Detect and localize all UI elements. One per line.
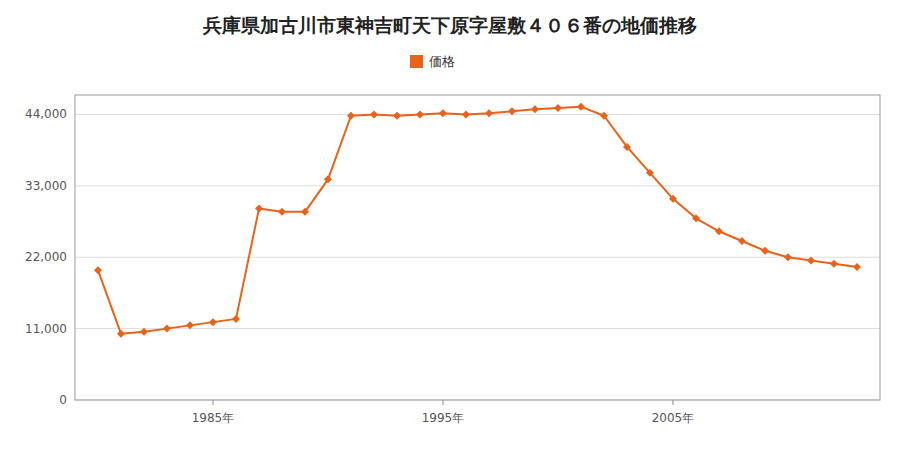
series-marker <box>209 318 217 326</box>
series-marker <box>738 237 746 245</box>
grid-line <box>75 257 880 258</box>
y-grid: 0 11,000 22,000 33,000 44,000 <box>25 107 880 407</box>
series-marker <box>117 330 125 338</box>
x-tick <box>673 400 674 405</box>
series-marker <box>278 208 286 216</box>
series-marker <box>646 169 654 177</box>
legend-swatch <box>410 55 423 68</box>
title: 兵庫県加古川市東神吉町天下原字屋敷４０６番の地価推移 <box>202 14 697 36</box>
series-marker <box>462 110 470 118</box>
plot-area <box>94 103 861 338</box>
series-marker <box>853 263 861 271</box>
series-marker <box>485 109 493 117</box>
grid-line <box>75 328 880 329</box>
legend: 価格 <box>410 54 455 69</box>
series-marker <box>692 214 700 222</box>
series-marker <box>669 195 677 203</box>
x-tick-label: 1985年 <box>192 411 235 425</box>
series-marker <box>600 112 608 120</box>
series-marker <box>508 107 516 115</box>
series-marker <box>623 143 631 151</box>
series-marker <box>439 109 447 117</box>
series-marker <box>715 227 723 235</box>
series-marker <box>830 260 838 268</box>
series-marker <box>761 247 769 255</box>
x-tick-label: 2005年 <box>652 411 695 425</box>
x-tick <box>213 400 214 405</box>
series-marker <box>255 205 263 213</box>
series-marker <box>94 266 102 274</box>
series-marker <box>784 253 792 261</box>
series-marker <box>232 315 240 323</box>
y-tick-label: 22,000 <box>25 250 67 264</box>
series-marker <box>324 175 332 183</box>
x-tick-label: 1995年 <box>422 411 465 425</box>
series-marker <box>370 110 378 118</box>
series-marker <box>416 110 424 118</box>
series-marker <box>531 105 539 113</box>
series-marker <box>554 104 562 112</box>
plot-frame <box>75 95 880 400</box>
series-marker <box>140 328 148 336</box>
legend-label: 価格 <box>429 54 455 69</box>
series-marker <box>393 112 401 120</box>
series-marker <box>577 103 585 111</box>
series-marker <box>807 256 815 264</box>
y-tick-label: 33,000 <box>25 179 67 193</box>
y-tick-label: 0 <box>59 393 67 407</box>
y-tick-label: 11,000 <box>25 322 67 336</box>
y-tick-label: 44,000 <box>25 107 67 121</box>
chart: 兵庫県加古川市東神吉町天下原字屋敷４０６番の地価推移 0 11,000 22,000 3… <box>0 0 900 450</box>
grid-line <box>75 185 880 186</box>
series-marker <box>163 325 171 333</box>
series-marker <box>301 208 309 216</box>
x-tick <box>443 400 444 405</box>
series-marker <box>186 321 194 329</box>
x-axis: 1985年 1995年 2005年 <box>192 400 695 425</box>
series-line <box>98 107 857 334</box>
series-marker <box>347 112 355 120</box>
